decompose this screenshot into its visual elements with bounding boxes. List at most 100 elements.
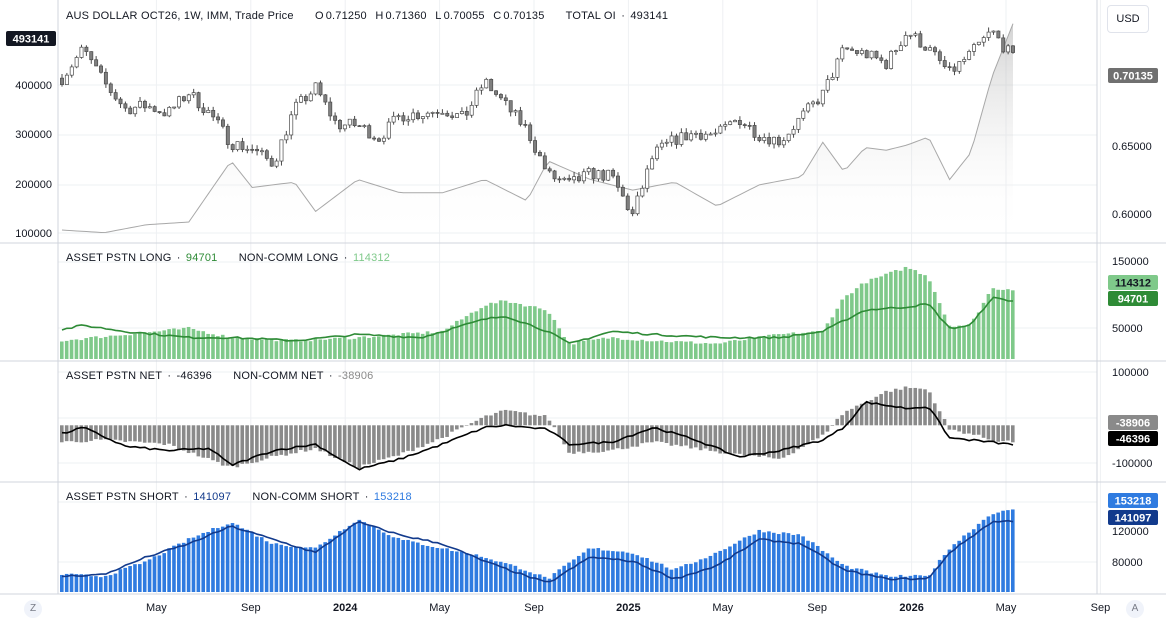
candle-body [567,177,572,181]
close-value: 0.70135 [503,10,545,22]
candle-body [523,124,528,126]
bar [498,561,503,592]
candle-body [557,178,562,181]
bar [84,425,88,443]
bar [225,524,230,592]
bar [552,425,557,428]
candle-body [645,168,650,189]
bar [162,330,167,359]
candle-body [308,93,313,102]
bar [440,330,444,359]
bar [167,425,171,444]
bar [893,270,898,359]
bar [635,340,640,359]
currency-button[interactable]: USD [1107,5,1149,33]
zoom-toggle-button[interactable]: Z [24,600,42,618]
bar [1011,509,1015,592]
bar [177,329,181,359]
bar [586,548,591,592]
candle-body [757,137,762,141]
bar [308,341,313,359]
bar [869,400,874,426]
candle-body [411,112,416,121]
candle-body [347,118,352,126]
candle-body [601,170,606,181]
price-legend: AUS DOLLAR OCT26, 1W, IMM, Trade Price O… [66,10,670,22]
candle-body [455,113,459,118]
candle-body [874,50,879,59]
bar [435,425,440,440]
candle-body [967,51,972,60]
time-axis-label: 2024 [333,602,358,614]
instrument-title: AUS DOLLAR OCT26, 1W, IMM, Trade Price [66,10,294,22]
candle-body [562,177,567,180]
candle-body [518,110,523,125]
candle-body [1001,37,1006,53]
bar [659,340,664,359]
bar [820,330,825,359]
candle-body [396,115,401,118]
bar [128,335,132,359]
bar [981,425,986,438]
last-price-badge: 0.70135 [1113,71,1153,83]
bar [308,547,313,592]
bar [611,425,615,450]
bar [806,332,810,359]
candle-body [313,82,318,95]
bar [420,333,425,359]
candle-body [206,109,211,114]
bar [625,552,630,592]
auto-scale-button[interactable]: A [1126,600,1144,618]
bar [425,425,430,444]
long-badge-2: 94701 [1118,294,1149,306]
candle-body [918,33,923,48]
bar [503,300,508,359]
bar [723,425,727,454]
candle-body [986,31,991,38]
bar [391,537,396,592]
bar [333,425,337,458]
candle-body [362,125,367,127]
candle-body [303,96,308,102]
bar [357,337,362,359]
candle-body [811,101,815,105]
bar [206,425,210,458]
candle-body [64,74,69,85]
bar [537,574,542,592]
candle-body [591,168,596,180]
bar [859,568,864,592]
bar [576,341,581,359]
bar [142,425,147,443]
bar [89,576,93,592]
bar [840,299,844,359]
bar [674,568,679,592]
bar [581,340,586,359]
candle-body [489,78,494,92]
candle-body [772,136,776,145]
candle-body [718,125,723,134]
candle-body [260,150,264,153]
bar [689,341,693,359]
candle-body [503,97,508,101]
bar [430,333,435,359]
bar [986,294,991,359]
bar [815,425,820,439]
bar [79,425,84,443]
bar [923,575,927,592]
bar [762,425,766,456]
candle-body [669,135,674,143]
bar [703,558,708,592]
bar [401,540,405,592]
bar [411,541,415,592]
bar [328,338,332,359]
bar [689,425,693,449]
bar [913,387,918,426]
bar [606,338,610,359]
bar [181,542,186,592]
candle-body [884,60,889,69]
candle-body [542,155,547,170]
candle-body [425,112,430,117]
bar [186,425,191,454]
bar [932,568,937,592]
